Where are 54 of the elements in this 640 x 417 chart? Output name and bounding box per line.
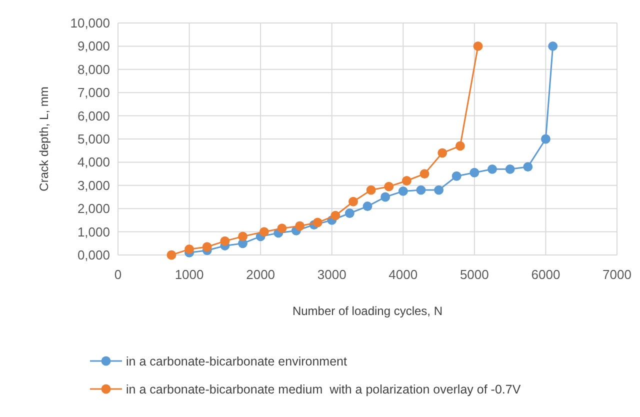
point <box>488 164 497 174</box>
point <box>344 208 354 218</box>
point <box>398 186 408 196</box>
x-tick-label: 2000 <box>246 267 276 282</box>
y-tick-label: 9,000 <box>77 38 110 54</box>
y-tick-label: 2,000 <box>77 201 110 216</box>
point <box>362 202 372 211</box>
point <box>434 185 444 195</box>
x-tick-label: 4000 <box>388 267 418 282</box>
point <box>330 210 340 220</box>
point <box>455 141 465 151</box>
point <box>295 221 304 231</box>
point <box>384 182 394 192</box>
y-tick-label: 5,000 <box>77 132 110 146</box>
point <box>277 224 287 234</box>
y-tick-label: 3,000 <box>77 178 110 193</box>
point <box>548 41 558 51</box>
y-axis-title: Crack depth, L, mm <box>37 86 51 192</box>
point <box>505 164 515 174</box>
y-tick-label: 10,000 <box>70 16 110 30</box>
x-tick-label: 7000 <box>602 267 632 282</box>
point <box>184 244 194 254</box>
y-tick-label: 6,000 <box>77 108 110 124</box>
point <box>238 232 248 242</box>
y-tick-label: 0,000 <box>77 248 110 262</box>
x-tick-label: 6000 <box>531 267 560 282</box>
point <box>523 162 533 172</box>
y-tick-label: 1,000 <box>77 224 110 240</box>
x-tick-label: 0 <box>114 267 122 282</box>
y-tick-label: 7,000 <box>77 85 110 100</box>
point <box>416 185 426 195</box>
point <box>420 169 430 179</box>
point <box>348 196 358 206</box>
point <box>259 227 269 237</box>
x-tick-label: 1000 <box>174 267 204 282</box>
point <box>380 192 390 202</box>
legend-label: in a carbonate-bicarbonate medium with a polarization overlay of -0.7V <box>126 382 522 396</box>
point <box>166 250 176 260</box>
legend-label: in a carbonate-bicarbonate environment <box>126 354 348 368</box>
point <box>312 218 322 228</box>
y-tick-label: 4,000 <box>77 154 110 170</box>
point <box>366 185 376 195</box>
y-tick-label: 8,000 <box>77 62 110 77</box>
point <box>473 41 483 51</box>
point <box>402 176 412 186</box>
point <box>438 148 448 158</box>
x-tick-label: 5000 <box>460 267 489 282</box>
x-tick-label: 3000 <box>317 267 346 282</box>
point <box>202 242 212 252</box>
point <box>452 171 462 181</box>
x-axis-title: Number of loading cycles, N <box>292 304 443 318</box>
point <box>470 168 480 178</box>
point <box>220 236 230 246</box>
point <box>540 134 550 144</box>
